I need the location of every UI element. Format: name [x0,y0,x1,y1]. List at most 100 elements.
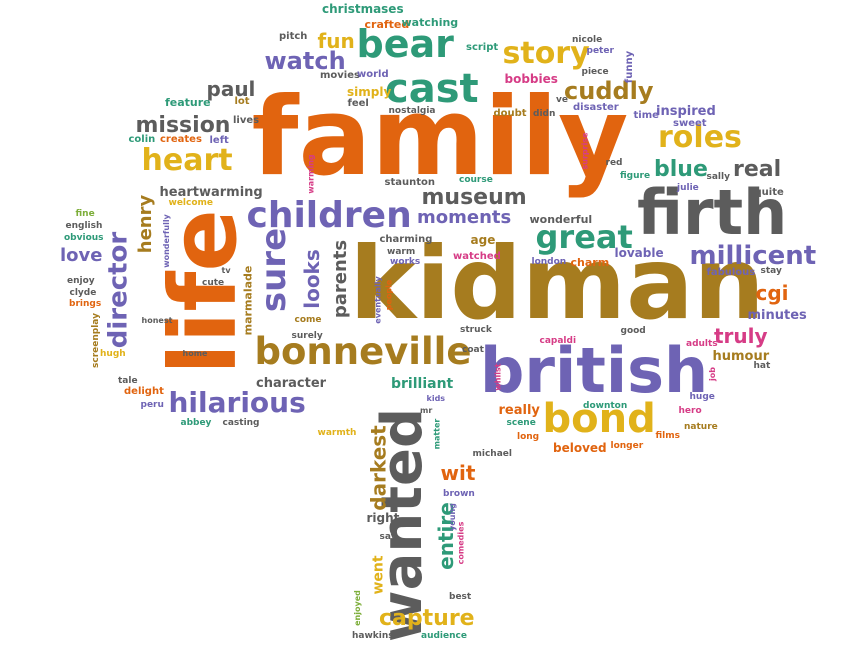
word-heartwarming: heartwarming [159,184,263,200]
word-story: story [502,36,590,71]
word-hugh: hugh [100,348,126,359]
word-capaldi: capaldi [539,335,577,346]
word-home: home [182,349,208,358]
word-cuddly: cuddly [564,77,654,105]
word-best: best [449,591,472,602]
word-films: films [655,430,681,441]
word-creates: creates [160,134,202,145]
word-love: love [60,245,103,266]
word-wonderful: wonderful [529,212,593,226]
word-paul: paul [206,77,256,101]
word-watching: watching [401,15,459,29]
word-course: course [459,174,493,185]
word-people: people [383,279,393,311]
word-watched: watched [453,251,501,262]
word-watch: watch [264,47,346,75]
word-julie: julie [677,182,699,193]
word-children: children [246,195,412,236]
word-english: english [65,220,103,231]
word-firth: firth [637,176,788,249]
word-millicent: millicent [689,241,817,271]
word-adults: adults [686,338,718,349]
word-parents: parents [330,239,352,319]
word-looks: looks [299,249,324,309]
word-wonderfully: wonderfully [161,214,171,268]
word-cast: cast [385,66,479,112]
word-hat: hat [753,360,771,371]
word-great: great [535,218,633,256]
word-disaster: disaster [573,102,619,113]
word-enjoyed: enjoyed [352,590,362,626]
word-pitch: pitch [279,31,308,42]
word-nicole: nicole [572,34,603,45]
word-doubt: doubt [493,108,527,119]
word-age: age [470,233,496,247]
word-moments: moments [417,207,512,228]
word-downton: downton [583,400,628,411]
word-warm: warm [387,246,416,257]
word-come: come [294,314,322,325]
word-didn: didn [533,108,556,119]
word-cute: cute [202,277,225,288]
word-marmalade: marmalade [241,265,255,335]
word-hawkins: hawkins [352,630,394,641]
word-quite: quite [754,187,784,198]
word-charm: charm [570,255,610,269]
word-kidman: kidman [349,225,765,342]
word-fun: fun [317,29,355,53]
word-mission: mission [135,113,231,138]
word-sally: sally [706,171,730,182]
word-surely: surely [291,330,323,341]
word-movies: movies [320,70,360,81]
word-piece: piece [581,66,609,77]
word-red: red [605,157,623,168]
word-brings: brings [69,298,102,309]
word-honest: honest [141,316,173,325]
word-mr: mr [420,406,433,415]
word-kids: kids [426,394,446,403]
word-scene: scene [506,417,536,428]
word-crafted: crafted [364,17,410,31]
word-figure: figure [620,170,651,181]
word-cgi: cgi [755,281,789,305]
word-obvious: obvious [64,232,104,243]
word-went: went [370,555,387,595]
word-sweet: sweet [673,118,707,129]
word-enjoy: enjoy [67,275,95,286]
word-right: right [366,511,400,525]
word-really: really [498,402,540,418]
word-lovable: lovable [614,246,664,260]
word-world: world [357,69,389,80]
word-stay: stay [760,265,782,276]
word-time: time [633,110,659,121]
word-wit: wit [440,461,476,485]
word-beloved: beloved [553,441,607,455]
word-real: real [733,157,782,182]
word-bonneville: bonneville [254,329,472,373]
word-script: script [466,42,499,53]
word-warming: warming [306,154,316,194]
word-character: character [256,375,327,391]
word-staunton: staunton [384,177,436,188]
word-long: long [517,431,540,442]
word-lot: lot [234,96,250,107]
word-longer: longer [610,440,644,451]
word-clyde: clyde [69,287,97,298]
word-peru: peru [140,399,164,410]
word-whilst: whilst [493,363,503,391]
word-museum: museum [421,185,527,210]
word-funny: funny [624,50,636,84]
word-job: job [707,367,717,381]
word-nostalgia: nostalgia [388,105,436,116]
word-screenplay: screenplay [90,312,101,368]
word-blue: blue [654,157,708,182]
word-minutes: minutes [747,307,807,323]
word-henry: henry [135,194,157,254]
word-colin: colin [128,134,156,145]
word-humour: humour [712,348,770,364]
word-fabulous: fabulous [706,267,756,278]
word-say: say [379,531,397,542]
word-roles: roles [658,120,742,155]
word-feel: feel [347,98,369,109]
